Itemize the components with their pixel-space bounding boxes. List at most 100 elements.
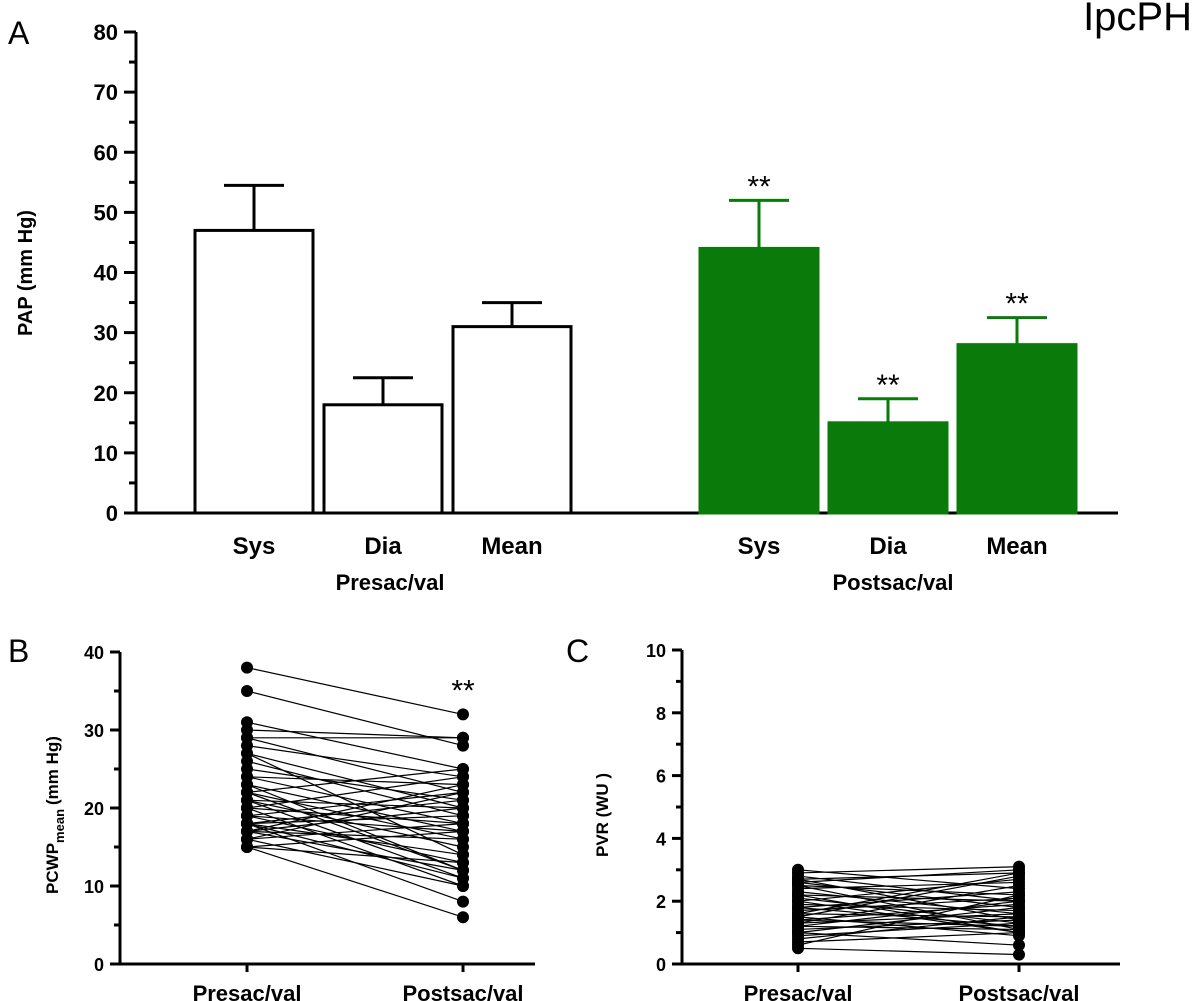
panel-b-y-tick-label: 10 <box>84 877 104 897</box>
panel-a-group-label: Presac/val <box>336 570 445 595</box>
panel-a-y-axis-label: PAP (mm Hg) <box>15 210 37 336</box>
panel-b-pair-line <box>246 667 464 715</box>
panel-a-y-tick-label: 40 <box>94 261 118 286</box>
panel-b-y-label-unit: (mm Hg) <box>43 736 62 805</box>
panel-b-pair-line <box>246 799 464 825</box>
panel-a-bar <box>956 343 1078 515</box>
panel-a-category-label: Dia <box>869 533 907 560</box>
panel-c-post-point <box>1013 910 1025 923</box>
panel-b-post-point <box>457 880 469 892</box>
panel-b-y-tick-label: 40 <box>84 643 104 663</box>
panel-b-pair-line <box>246 729 464 739</box>
panel-c-pair-line <box>797 894 1020 946</box>
panel-b-y-tick-label: 20 <box>84 799 104 819</box>
panel-c-pair-line <box>797 869 1020 883</box>
panel-c-pair-line <box>797 913 1020 918</box>
panel-a-y-tick-label: 30 <box>94 321 118 346</box>
panel-b-pair-line <box>246 768 464 793</box>
panel-c-y-axis-label: PVR (WU ) <box>593 773 612 857</box>
panel-c-pair-line <box>797 916 1020 940</box>
panel-c-y-tick-label: 0 <box>656 955 666 975</box>
panel-a-y-tick-label: 60 <box>94 140 118 165</box>
panel-a-bar <box>698 246 820 515</box>
panel-b-letter: B <box>8 633 29 669</box>
panel-b-category-label: Presac/val <box>193 981 302 1001</box>
panel-a: A PAP (mm Hg) 0 10 20 30 40 50 60 70 80 ** ** ** S… <box>8 15 1118 595</box>
panel-c-y-tick-label: 8 <box>656 704 666 724</box>
panel-c-category-label: Presac/val <box>744 981 853 1001</box>
panel-b-pair-line <box>246 830 464 848</box>
panel-c-post-point <box>1013 926 1025 939</box>
panel-b-pair-line <box>246 784 464 871</box>
panel-c-pre-point <box>792 888 804 901</box>
panel-a-y-tick-label: 70 <box>94 80 118 105</box>
panel-b-y-axis-label: PCWPmean (mm Hg) <box>43 736 67 894</box>
panel-c-pre-point <box>792 942 804 955</box>
panel-b-pair-line <box>246 807 464 832</box>
panel-b-post-point <box>457 731 469 744</box>
panel-c-pair-line <box>797 932 1020 943</box>
panel-b-pre-point <box>241 685 253 697</box>
panel-b-pair-line <box>246 791 464 840</box>
panel-b-post-point <box>457 802 469 814</box>
panel-c-pair-line <box>797 891 1020 909</box>
panel-b-pre-point <box>241 747 253 760</box>
panel-c-category-label: Postsac/val <box>958 981 1079 1001</box>
panel-c-pair-line <box>797 922 1020 937</box>
panel-b-post-point <box>457 911 469 924</box>
panel-c-y-tick-label: 4 <box>656 829 666 849</box>
panel-c-post-point <box>1013 939 1025 952</box>
panel-b-pre-point <box>241 778 253 791</box>
panel-a-letter: A <box>8 15 30 51</box>
panel-b-significance-mark: ** <box>451 674 475 707</box>
panel-c-pair-line <box>797 875 1020 918</box>
panel-b-pair-line <box>246 721 464 770</box>
panel-b-y-label-main: PCWP <box>43 843 62 894</box>
panel-c-post-point <box>1013 888 1025 901</box>
panel-b-pair-line <box>246 815 464 832</box>
panel-c-pair-line <box>797 866 1020 874</box>
panel-b: B PCWPmean (mm Hg) 0 10 20 30 40 ** Presac/va… <box>8 633 535 1001</box>
panel-c-post-point <box>1013 948 1025 961</box>
panel-a-group-label: Postsac/val <box>832 570 953 595</box>
panel-c-post-point <box>1013 901 1025 914</box>
panel-a-bar <box>451 325 573 515</box>
figure-title: IpcPH <box>1083 0 1192 39</box>
panel-c-post-point <box>1013 879 1025 892</box>
panel-a-category-label: Sys <box>738 533 781 560</box>
panel-a-bar <box>827 421 949 515</box>
panel-c-pair-line <box>797 869 1020 890</box>
panel-b-pair-line <box>246 838 464 887</box>
panel-c-pair-line <box>797 894 1020 934</box>
panel-b-post-point <box>457 825 469 838</box>
panel-a-y-tick-label: 20 <box>94 381 118 406</box>
panel-a-category-label: Dia <box>364 533 402 560</box>
panel-c-y-tick-label: 10 <box>646 641 666 661</box>
panel-a-bar <box>322 403 444 515</box>
panel-a-category-label: Mean <box>986 533 1047 560</box>
panel-a-y-tick-label: 50 <box>94 200 118 225</box>
panel-b-pair-line <box>246 752 464 856</box>
panel-b-y-tick-label: 30 <box>84 721 104 741</box>
panel-c-pair-line <box>797 947 1020 956</box>
panel-b-pair-line <box>246 745 464 778</box>
panel-c-pre-point <box>792 907 804 920</box>
panel-b-pair-line <box>246 768 464 801</box>
panel-c-pair-line <box>797 872 1020 915</box>
panel-c-pair-line <box>797 884 1020 924</box>
panel-a-bar <box>193 228 315 515</box>
panel-a-y-tick-label: 10 <box>94 441 118 466</box>
panel-b-pair-line <box>246 784 464 832</box>
panel-a-significance-mark: ** <box>876 369 900 402</box>
panel-b-pair-line <box>246 846 464 918</box>
panel-a-y-tick-label: 0 <box>106 501 118 526</box>
panel-c-y-tick-label: 6 <box>656 767 666 787</box>
panel-b-pair-line <box>246 830 464 871</box>
panel-b-category-label: Postsac/val <box>402 981 523 1001</box>
panel-c: C PVR (WU ) 0 2 4 6 8 10 Presac/val Postsac/va… <box>566 633 1120 1001</box>
panel-b-post-point <box>457 786 469 799</box>
panel-a-category-label: Mean <box>481 533 542 560</box>
panel-c-post-point <box>1013 866 1025 879</box>
panel-b-y-tick-label: 0 <box>94 955 104 975</box>
